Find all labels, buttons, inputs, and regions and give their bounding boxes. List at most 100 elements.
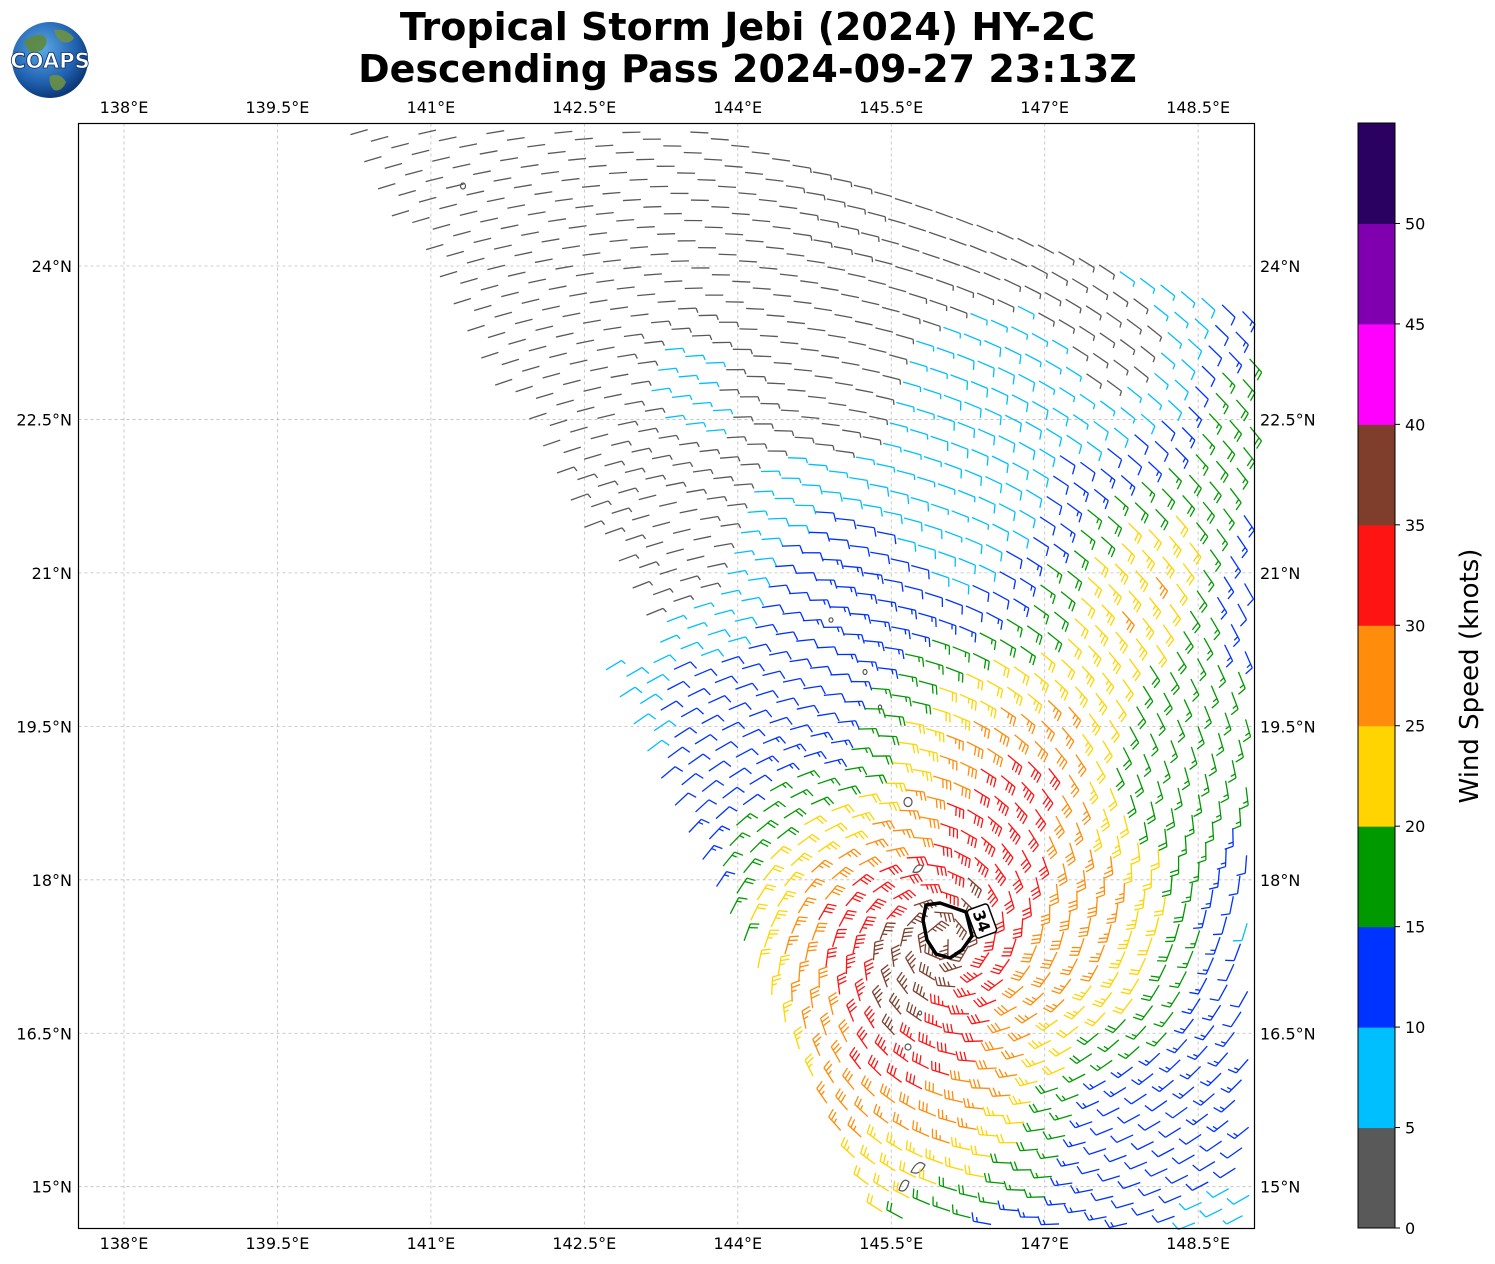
barb-feather: [853, 520, 857, 530]
barb-shaft: [881, 1021, 895, 1036]
barb-shaft: [951, 1078, 970, 1083]
wind-barb: [1132, 1005, 1154, 1021]
barb-half-feather: [668, 387, 673, 394]
barb-shaft: [973, 1220, 992, 1226]
barb-half-feather: [669, 588, 674, 593]
barb-shaft: [520, 164, 539, 168]
barb-feather: [1001, 992, 1010, 999]
barb-shaft: [1073, 550, 1089, 563]
barb-feather: [978, 1060, 984, 1070]
barb-shaft: [748, 577, 767, 582]
wind-barb: [822, 558, 844, 570]
wind-barb: [823, 1060, 835, 1084]
barb-feather: [1059, 924, 1069, 928]
barb-half-feather: [826, 845, 831, 850]
wind-barb: [801, 416, 820, 419]
wind-barb: [983, 272, 1001, 281]
barb-feather: [892, 1180, 896, 1190]
barb-half-feather: [1079, 308, 1082, 314]
barb-half-feather: [1152, 605, 1157, 611]
barb-feather: [857, 985, 866, 992]
barb-feather: [898, 716, 902, 726]
barb-feather: [1137, 466, 1143, 476]
barb-shaft: [657, 233, 676, 235]
wind-barb: [1011, 394, 1029, 413]
barb-shaft: [658, 434, 677, 439]
wind-barb: [796, 704, 820, 714]
barb-feather: [758, 728, 766, 737]
barb-feather: [1208, 886, 1218, 890]
barb-feather: [986, 798, 991, 808]
barb-feather: [1053, 824, 1062, 832]
wind-barb: [890, 944, 901, 967]
barb-half-feather: [1092, 335, 1096, 341]
barb-half-feather: [775, 917, 781, 920]
barb-feather: [845, 866, 854, 873]
barb-feather: [1167, 639, 1175, 648]
barb-feather: [932, 752, 935, 762]
wind-barb: [1061, 659, 1076, 681]
barb-shaft: [1197, 862, 1200, 881]
barb-shaft: [1222, 1031, 1235, 1047]
wind-barb: [1136, 706, 1147, 730]
barb-half-feather: [909, 1032, 913, 1039]
barb-feather: [1189, 508, 1196, 518]
barb-shaft: [861, 1083, 875, 1097]
wind-barb: [909, 360, 928, 372]
wind-barb: [1012, 530, 1030, 549]
barb-shaft: [1060, 523, 1076, 535]
barb-feather: [856, 934, 866, 937]
barb-half-feather: [902, 829, 906, 835]
barb-shaft: [1156, 644, 1168, 661]
barb-feather: [909, 957, 917, 966]
wind-barb: [906, 1001, 922, 1022]
wind-barb: [777, 954, 791, 975]
barb-feather: [696, 641, 704, 650]
barb-half-feather: [897, 649, 900, 655]
barb-shaft: [1012, 462, 1029, 472]
barb-feather: [962, 809, 965, 819]
wind-barb: [890, 558, 910, 572]
barb-feather: [1196, 488, 1202, 497]
barb-shaft: [852, 935, 858, 954]
wind-barb: [1243, 583, 1255, 607]
barb-feather: [738, 897, 748, 900]
axis-labels: 138°E138°E139.5°E139.5°E141°E141°E142.5°…: [16, 98, 1315, 1253]
barb-shaft: [631, 447, 650, 453]
barb-feather: [1203, 398, 1209, 408]
wind-barb: [1000, 707, 1017, 727]
barb-shaft: [1068, 1209, 1087, 1214]
barb-feather: [973, 999, 980, 1008]
wind-barb: [875, 395, 895, 405]
barb-feather: [1103, 1090, 1112, 1098]
barb-feather: [1179, 666, 1187, 675]
barb-feather: [1007, 1033, 1015, 1042]
barb-half-feather: [1065, 280, 1069, 286]
barb-shaft: [1149, 984, 1160, 1001]
barb-shaft: [1154, 440, 1169, 455]
wind-barb: [1201, 297, 1216, 319]
barb-shaft: [721, 721, 739, 731]
barb-shaft: [831, 866, 847, 880]
wind-barb: [700, 648, 725, 657]
barb-shaft: [1095, 1195, 1114, 1202]
barb-half-feather: [1244, 732, 1250, 737]
barb-feather: [880, 1039, 886, 1049]
wind-barb: [1067, 570, 1083, 592]
barb-feather: [1174, 618, 1181, 627]
barb-shaft: [994, 863, 1007, 880]
barb-feather: [1207, 584, 1215, 593]
barb-feather: [806, 658, 813, 668]
wind-barb: [1042, 1131, 1066, 1140]
barb-shaft: [1106, 311, 1122, 324]
barb-shaft: [595, 144, 614, 148]
barb-feather: [1023, 789, 1030, 798]
barb-shaft: [917, 544, 936, 551]
barb-feather: [1219, 1152, 1228, 1159]
barb-half-feather: [1208, 834, 1214, 839]
barb-feather: [1017, 1014, 1026, 1022]
barb-half-feather: [837, 759, 842, 765]
wind-barb: [912, 768, 933, 782]
barb-half-feather: [1004, 1071, 1008, 1077]
barb-half-feather: [1018, 1098, 1022, 1104]
